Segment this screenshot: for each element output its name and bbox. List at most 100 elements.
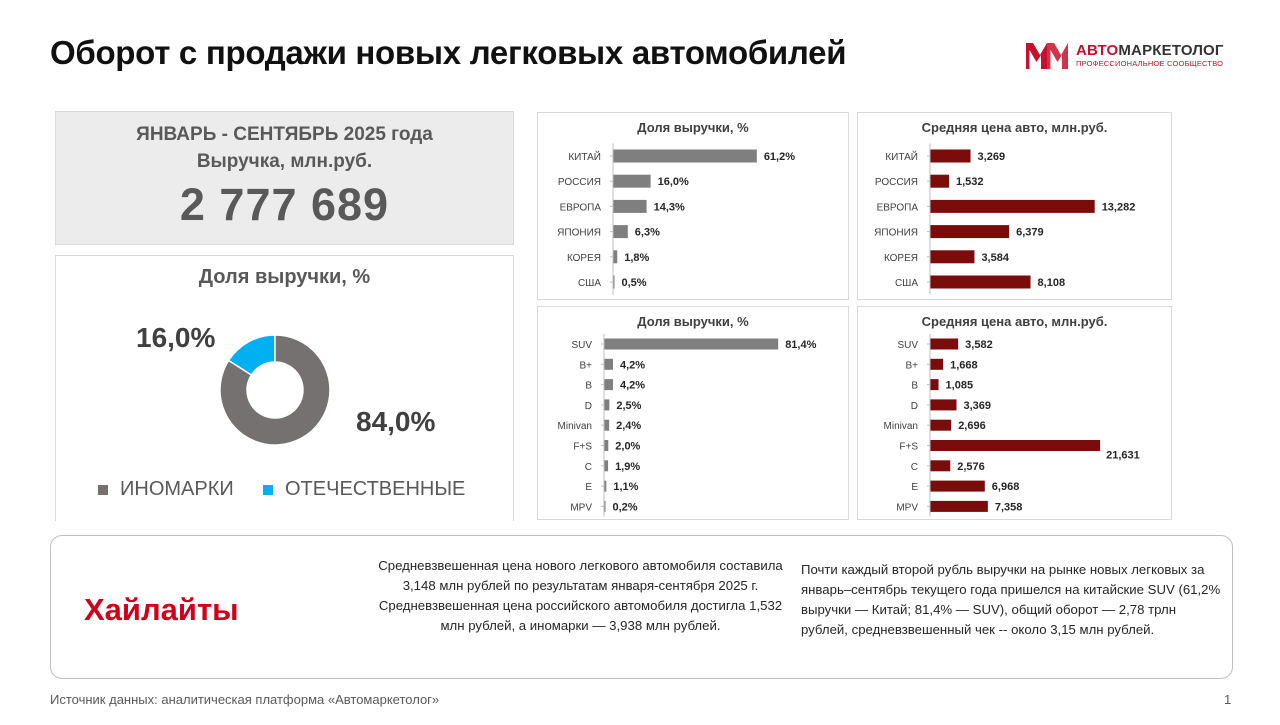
logo-subtitle: ПРОФЕССИОНАЛЬНОЕ СООБЩЕСТВО — [1076, 59, 1224, 68]
page-title: Оборот с продажи новых легковых автомоби… — [50, 34, 847, 71]
donut-label-domestic: 16,0% — [136, 322, 216, 353]
donut-label-foreign: 84,0% — [356, 406, 436, 437]
donut-chart — [219, 334, 331, 446]
bar — [604, 358, 613, 370]
bar — [604, 338, 779, 350]
bar — [930, 250, 975, 264]
bar — [930, 399, 957, 411]
bar — [930, 358, 944, 370]
data-label: 1,8% — [624, 252, 649, 264]
data-label: 13,282 — [1102, 201, 1136, 213]
data-label: 3,369 — [963, 400, 991, 412]
bar — [930, 500, 988, 512]
bar — [613, 250, 618, 264]
data-label: 2,576 — [957, 461, 985, 473]
data-label: 61,2% — [764, 151, 795, 163]
category-label: E — [585, 482, 592, 493]
country-share-chart-panel: Доля выручки, % КИТАЙ 61,2% РОССИЯ 16,0% ЕВР… — [537, 112, 849, 300]
page-number: 1 — [1224, 692, 1232, 707]
donut-chart-title: Доля выручки, % — [198, 266, 371, 288]
category-label: ЯПОНИЯ — [557, 228, 601, 239]
data-label: 1,085 — [946, 380, 974, 392]
data-label: 6,379 — [1016, 227, 1044, 239]
data-label: 4,2% — [620, 359, 645, 371]
category-label: F+S — [573, 442, 592, 453]
bar — [930, 338, 959, 350]
data-label: 7,358 — [995, 501, 1023, 513]
data-label: 21,631 — [1106, 450, 1140, 462]
data-label: 2,0% — [615, 441, 640, 453]
data-label: 3,582 — [965, 339, 993, 351]
data-label: 14,3% — [654, 201, 685, 213]
bar — [930, 199, 1095, 213]
data-label: 6,3% — [635, 227, 660, 239]
legend-label-foreign: ИНОМАРКИ — [120, 478, 234, 500]
segment-price-chart-title: Средняя цена авто, млн.руб. — [921, 314, 1108, 329]
bar — [930, 460, 951, 472]
legend-label-domestic: ОТЕЧЕСТВЕННЫЕ — [285, 478, 466, 500]
logo-name: АВТОМАРКЕТОЛОГ — [1076, 42, 1224, 59]
country-price-chart-title: Средняя цена авто, млн.руб. — [921, 120, 1108, 135]
category-label: ЕВРОПА — [877, 202, 919, 213]
am-logo-icon — [1026, 43, 1068, 69]
country-share-chart-title: Доля выручки, % — [637, 120, 749, 135]
data-label: 1,668 — [950, 359, 978, 371]
category-label: D — [911, 401, 918, 412]
bar — [613, 199, 647, 213]
data-source-note: Источник данных: аналитическая платформа… — [50, 692, 440, 707]
category-label: США — [895, 278, 918, 289]
data-label: 3,584 — [981, 252, 1009, 264]
data-label: 1,1% — [613, 481, 638, 493]
category-label: B+ — [579, 360, 592, 371]
kpi-value: 2 777 689 — [179, 179, 390, 230]
bar — [930, 275, 1031, 289]
data-label: 1,532 — [956, 176, 984, 188]
data-label: 6,968 — [992, 481, 1020, 493]
category-label: РОССИЯ — [558, 177, 601, 188]
bar — [930, 379, 939, 391]
data-label: 8,108 — [1038, 277, 1066, 289]
data-label: 0,2% — [613, 501, 638, 513]
category-label: США — [578, 278, 601, 289]
segment-share-chart-title: Доля выручки, % — [637, 314, 749, 329]
bar — [613, 174, 651, 188]
segment-price-chart: SUV 3,582 B+ 1,668 B 1,085 D 3,369 Minivan 2,696 F… — [884, 333, 1140, 517]
bar — [930, 480, 985, 492]
category-label: Minivan — [558, 421, 592, 432]
category-label: ЕВРОПА — [560, 202, 602, 213]
data-label: 2,5% — [616, 400, 641, 412]
data-label: 1,9% — [615, 461, 640, 473]
donut-chart-panel: Доля выручки, % 16,0% 84,0% ИНОМАРКИ ОТЕ… — [55, 255, 514, 521]
category-label: MPV — [896, 502, 918, 513]
data-label: 0,5% — [622, 277, 647, 289]
legend-item-domestic: ОТЕЧЕСТВЕННЫЕ — [263, 478, 465, 501]
bar — [613, 225, 628, 239]
donut-slice-foreign — [219, 334, 331, 446]
segment-price-chart-panel: Средняя цена авто, млн.руб. SUV 3,582 B+ 1,… — [857, 306, 1172, 520]
bar — [930, 440, 1101, 451]
highlights-text-revenue: Почти каждый второй рубль выручки на рын… — [801, 562, 1221, 637]
data-label: 2,4% — [616, 420, 641, 432]
kpi-period: ЯНВАРЬ - СЕНТЯБРЬ 2025 года — [136, 124, 433, 145]
category-label: КИТАЙ — [568, 150, 601, 163]
bar — [604, 379, 613, 391]
category-label: MPV — [570, 502, 592, 513]
category-label: B — [585, 381, 592, 392]
bar — [930, 225, 1010, 239]
category-label: E — [911, 482, 918, 493]
country-share-chart: КИТАЙ 61,2% РОССИЯ 16,0% ЕВРОПА 14,3% ЯПОНИЯ 6,… — [557, 143, 795, 295]
category-label: РОССИЯ — [875, 177, 918, 188]
legend-swatch-domestic — [263, 484, 273, 495]
bar — [604, 440, 609, 451]
highlights-box: Хайлайты Средневзвешенная цена нового ле… — [50, 535, 1233, 679]
bar — [930, 419, 952, 431]
brand-logo: АВТОМАРКЕТОЛОГ ПРОФЕССИОНАЛЬНОЕ СООБЩЕСТ… — [1026, 40, 1241, 72]
category-label: КИТАЙ — [885, 150, 918, 163]
bar — [604, 460, 609, 472]
revenue-kpi-card: ЯНВАРЬ - СЕНТЯБРЬ 2025 года Выручка, млн… — [55, 111, 514, 245]
highlights-text-price: Средневзвешенная цена нового легкового а… — [378, 558, 783, 633]
category-label: F+S — [899, 442, 918, 453]
country-price-chart-panel: Средняя цена авто, млн.руб. КИТАЙ 3,269 РО… — [857, 112, 1172, 300]
category-label: C — [911, 462, 918, 473]
category-label: КОРЕЯ — [884, 253, 918, 264]
